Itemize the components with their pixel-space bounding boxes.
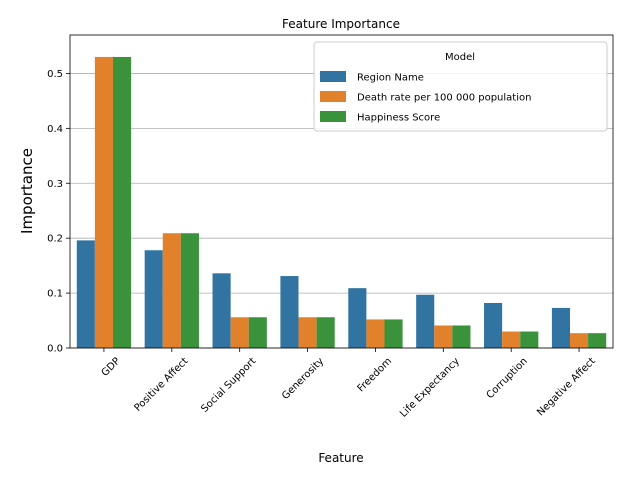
bar [366, 319, 385, 348]
bar [434, 325, 453, 348]
legend-swatch [320, 111, 346, 122]
legend-entry: Happiness Score [357, 113, 440, 124]
bar [280, 276, 299, 348]
bar [316, 317, 335, 348]
bar [416, 294, 435, 348]
bar [162, 233, 181, 348]
y-tick-label: 0.1 [47, 289, 63, 300]
bar [144, 250, 163, 348]
x-axis-label: Feature [318, 451, 363, 465]
legend-title: Model [445, 52, 475, 63]
y-tick-label: 0.2 [47, 234, 63, 245]
y-tick-label: 0.0 [47, 344, 63, 355]
legend-entry: Region Name [357, 73, 424, 84]
legend-entry: Death rate per 100 000 population [357, 93, 531, 104]
bar [588, 333, 607, 348]
chart-title: Feature Importance [282, 17, 400, 31]
y-ticks: 0.0 0.1 0.2 0.3 0.4 0.5 [47, 69, 70, 355]
bar [348, 288, 367, 348]
y-tick-label: 0.3 [47, 179, 63, 190]
y-tick-label: 0.4 [47, 124, 63, 135]
legend-swatch [320, 91, 346, 102]
y-tick-label: 0.5 [47, 69, 63, 80]
bar [298, 317, 317, 348]
bar [384, 319, 403, 348]
bar [551, 307, 571, 348]
bar [76, 240, 95, 348]
bar [112, 56, 132, 349]
bar [520, 331, 539, 348]
bars-group [76, 56, 607, 349]
legend-frame [313, 41, 608, 132]
bar [212, 273, 231, 348]
bar [248, 317, 267, 348]
y-axis-label: Importance [18, 148, 36, 234]
legend-swatch [320, 71, 346, 82]
bar [94, 56, 113, 349]
bar [180, 233, 199, 348]
bar [230, 317, 249, 348]
bar [570, 333, 589, 348]
bar [484, 302, 503, 348]
plot-frame [69, 34, 614, 349]
bar [502, 331, 521, 348]
legend: Model Region Name Death rate per 100 000 … [313, 41, 608, 132]
bar [452, 325, 471, 348]
